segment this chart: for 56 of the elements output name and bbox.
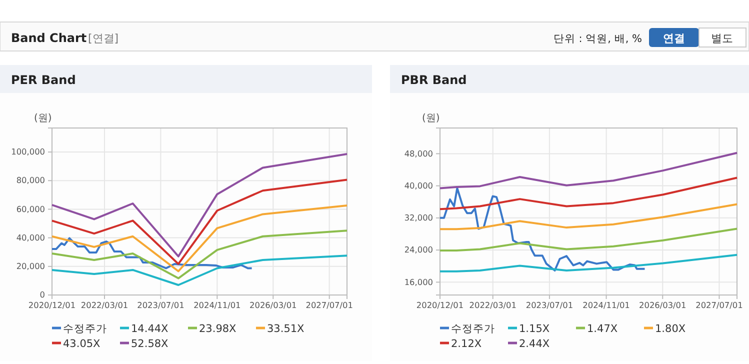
y-tick-label: 48,000 — [404, 148, 433, 158]
line-series — [51, 230, 348, 280]
x-tick-label: 2020/12/01 — [416, 300, 464, 310]
legend-label: 2.12X — [451, 338, 482, 350]
legend-label: 33.51X — [267, 323, 304, 335]
line-series — [51, 237, 253, 270]
y-tick-label: 100,000 — [11, 146, 45, 157]
legend-label: 14.44X — [131, 323, 168, 335]
x-tick-label: 2026/03/01 — [250, 300, 297, 310]
legend-label: 23.98X — [199, 323, 236, 335]
line-series — [439, 254, 738, 272]
y-axis-title: (원) — [34, 113, 52, 124]
toggle-button: 연결 — [649, 28, 699, 47]
legend-label: 1.47X — [587, 323, 618, 335]
x-tick-label: 2027/07/01 — [306, 300, 353, 310]
y-tick-label: 80,000 — [16, 175, 45, 186]
legend-label: 1.15X — [519, 323, 550, 335]
y-tick-label: 16,000 — [404, 276, 433, 287]
text: [연결] — [88, 32, 119, 45]
legend-label: 43.05X — [63, 338, 100, 350]
y-tick-label: 0 — [40, 290, 45, 300]
legend-label: 2.44X — [519, 338, 550, 350]
x-tick-label: 2020/12/01 — [28, 300, 76, 310]
line-series — [439, 152, 738, 190]
y-tick-label: 24,000 — [404, 244, 433, 255]
x-tick-label: 2023/07/01 — [526, 300, 574, 310]
x-tick-label: 2022/03/01 — [469, 300, 516, 310]
x-tick-label: 2027/07/01 — [696, 300, 743, 310]
y-tick-label: 32,000 — [404, 212, 433, 223]
y-tick-label: 20,000 — [16, 261, 45, 272]
x-tick-label: 2024/11/01 — [582, 300, 630, 310]
x-tick-label: 2024/11/01 — [194, 300, 241, 310]
line-series — [51, 204, 348, 272]
line-series — [439, 203, 738, 230]
x-tick-label: 2022/03/01 — [80, 300, 128, 310]
y-tick-label: 40,000 — [16, 232, 45, 242]
line-series — [51, 153, 348, 258]
line-series — [439, 187, 646, 272]
line-series — [439, 176, 738, 210]
line-series — [51, 178, 348, 265]
legend-label: 1.80X — [655, 323, 686, 335]
text: Band Chart — [11, 31, 87, 45]
x-tick-label: 2026/03/01 — [639, 300, 686, 310]
y-axis-title: (원) — [422, 113, 440, 124]
x-tick-label: 2023/07/01 — [137, 300, 184, 310]
y-tick-label: 60,000 — [16, 204, 45, 214]
chart-title: PER Band — [11, 73, 76, 87]
legend-label: 52.58X — [131, 338, 168, 350]
toggle-button: 별도 — [698, 28, 746, 48]
text: 단위 : 억원, 배, % — [553, 33, 642, 45]
line-series — [439, 228, 738, 252]
chart-title: PBR Band — [401, 73, 467, 87]
legend-label: 수정주가 — [63, 323, 107, 335]
line-series — [51, 254, 348, 286]
legend-label: 수정주가 — [451, 323, 495, 335]
y-tick-label: 40,000 — [404, 180, 433, 190]
